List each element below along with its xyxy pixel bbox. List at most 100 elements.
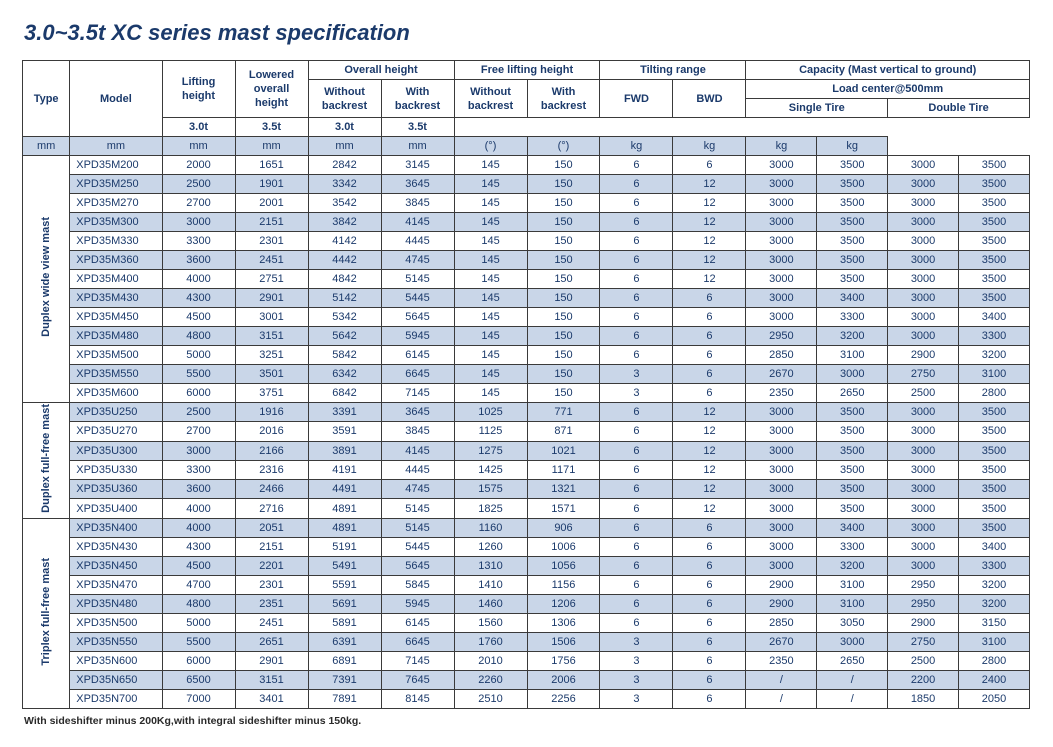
data-cell: 5500	[162, 632, 235, 651]
data-cell: 5145	[381, 518, 454, 537]
model-cell: XPD35M360	[70, 251, 162, 270]
col-single-30: 3.0t	[162, 118, 235, 137]
model-cell: XPD35U330	[70, 460, 162, 479]
col-without-backrest-1: Without backrest	[308, 80, 381, 118]
data-cell: 6891	[308, 651, 381, 670]
model-cell: XPD35M400	[70, 270, 162, 289]
data-cell: 150	[527, 308, 600, 327]
data-cell: 4000	[162, 499, 235, 518]
data-cell: 150	[527, 384, 600, 403]
data-cell: 3300	[958, 327, 1029, 346]
data-cell: 3300	[162, 460, 235, 479]
data-cell: 3000	[746, 232, 817, 251]
data-cell: 2850	[746, 613, 817, 632]
col-single-35: 3.5t	[235, 118, 308, 137]
unit-kg: kg	[600, 137, 673, 156]
data-cell: 1306	[527, 613, 600, 632]
data-cell: 3591	[308, 422, 381, 441]
data-cell: 2350	[746, 384, 817, 403]
data-cell: 2151	[235, 537, 308, 556]
data-cell: /	[746, 689, 817, 708]
data-cell: 145	[454, 251, 527, 270]
data-cell: 145	[454, 327, 527, 346]
table-row: XPD35N5005000245158916145156013066628503…	[23, 613, 1030, 632]
data-cell: 6	[673, 556, 746, 575]
data-cell: 6	[673, 651, 746, 670]
data-cell: 5145	[381, 499, 454, 518]
data-cell: 4145	[381, 441, 454, 460]
data-cell: 1760	[454, 632, 527, 651]
data-cell: 1651	[235, 156, 308, 175]
data-cell: 7000	[162, 689, 235, 708]
data-cell: 3000	[162, 213, 235, 232]
data-cell: 3500	[958, 403, 1029, 422]
table-row: XPD35M5005000325158426145145150662850310…	[23, 346, 1030, 365]
data-cell: 6645	[381, 365, 454, 384]
table-row: XPD35M5505500350163426645145150362670300…	[23, 365, 1030, 384]
data-cell: 1006	[527, 537, 600, 556]
data-cell: 6	[600, 575, 673, 594]
page-title: 3.0~3.5t XC series mast specification	[24, 20, 1031, 46]
data-cell: 6	[673, 365, 746, 384]
data-cell: 3000	[746, 156, 817, 175]
data-cell: 2500	[162, 175, 235, 194]
unit-mm: mm	[308, 137, 381, 156]
model-cell: XPD35N470	[70, 575, 162, 594]
data-cell: 5145	[381, 270, 454, 289]
data-cell: 3200	[958, 575, 1029, 594]
data-cell: 3501	[235, 365, 308, 384]
data-cell: 3100	[958, 365, 1029, 384]
data-cell: 3300	[817, 308, 888, 327]
data-cell: 4800	[162, 327, 235, 346]
data-cell: 3500	[958, 175, 1029, 194]
data-cell: 2700	[162, 194, 235, 213]
data-cell: 6	[673, 518, 746, 537]
data-cell: 3500	[958, 156, 1029, 175]
data-cell: 3500	[817, 422, 888, 441]
data-cell: 3500	[817, 194, 888, 213]
data-cell: 2166	[235, 441, 308, 460]
data-cell: 3500	[817, 156, 888, 175]
data-cell: 3100	[817, 594, 888, 613]
table-row: XPD35N4504500220154915645131010566630003…	[23, 556, 1030, 575]
data-cell: 2651	[235, 632, 308, 651]
data-cell: 3000	[888, 556, 959, 575]
data-cell: 2301	[235, 232, 308, 251]
data-cell: 1850	[888, 689, 959, 708]
data-cell: 150	[527, 156, 600, 175]
data-cell: 3000	[746, 460, 817, 479]
data-cell: 3645	[381, 175, 454, 194]
data-cell: 1171	[527, 460, 600, 479]
data-cell: 2000	[162, 156, 235, 175]
data-cell: 3000	[746, 251, 817, 270]
data-cell: 3000	[746, 270, 817, 289]
data-cell: 6	[600, 518, 673, 537]
data-cell: 771	[527, 403, 600, 422]
data-cell: 12	[673, 175, 746, 194]
data-cell: 12	[673, 441, 746, 460]
data-cell: 12	[673, 251, 746, 270]
data-cell: 2451	[235, 613, 308, 632]
data-cell: 5845	[381, 575, 454, 594]
data-cell: 6	[600, 213, 673, 232]
data-cell: 6	[600, 537, 673, 556]
data-cell: 6	[600, 175, 673, 194]
data-cell: 3150	[958, 613, 1029, 632]
data-cell: 2751	[235, 270, 308, 289]
table-row: XPD35M3003000215138424145145150612300035…	[23, 213, 1030, 232]
data-cell: 8145	[381, 689, 454, 708]
data-cell: 6645	[381, 632, 454, 651]
table-row: XPD35N4304300215151915445126010066630003…	[23, 537, 1030, 556]
data-cell: 4445	[381, 232, 454, 251]
data-cell: 3000	[746, 213, 817, 232]
data-cell: 3151	[235, 670, 308, 689]
col-double-30: 3.0t	[308, 118, 381, 137]
data-cell: 3300	[817, 537, 888, 556]
data-cell: 1506	[527, 632, 600, 651]
data-cell: 4491	[308, 480, 381, 499]
data-cell: 1571	[527, 499, 600, 518]
table-row: XPD35N4804800235156915945146012066629003…	[23, 594, 1030, 613]
data-cell: 6	[600, 232, 673, 251]
data-cell: 6	[600, 556, 673, 575]
data-cell: 1756	[527, 651, 600, 670]
